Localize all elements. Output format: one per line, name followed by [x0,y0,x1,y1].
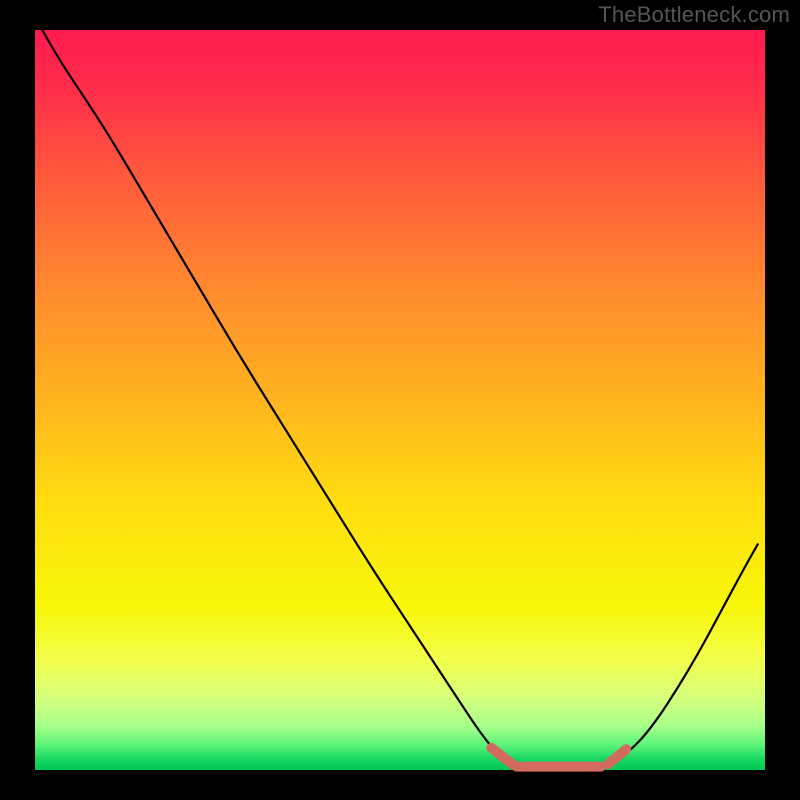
chart-background-gradient [35,30,765,770]
watermark-text: TheBottleneck.com [598,2,790,28]
bottleneck-chart [0,0,800,800]
